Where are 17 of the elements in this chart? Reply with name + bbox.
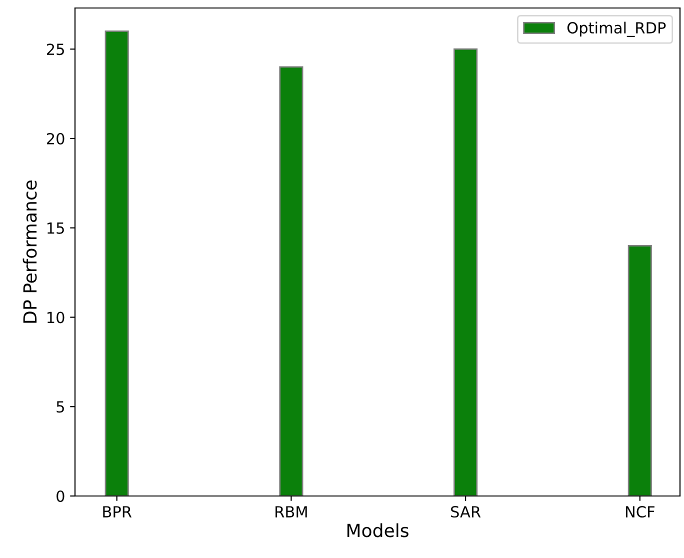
y-tick-label: 0 <box>56 490 64 502</box>
y-tick-label: 10 <box>48 312 64 324</box>
y-tick-label: 20 <box>46 132 64 145</box>
x-tick-label: RBM <box>276 506 307 518</box>
y-tick-label: 25 <box>46 44 64 56</box>
bar <box>628 245 652 496</box>
y-axis-title: DP Performance <box>22 180 37 323</box>
bar <box>279 66 304 496</box>
x-axis-title: Models <box>347 523 408 538</box>
x-tick-label: BPR <box>103 506 132 518</box>
x-tick-label: SAR <box>451 506 481 518</box>
bar <box>104 30 129 496</box>
bar <box>454 48 478 496</box>
y-tick-label: 15 <box>48 222 64 234</box>
y-tick-label: 5 <box>56 401 64 413</box>
legend-label: Optimal_RDP <box>567 22 666 37</box>
x-tick-label: NCF <box>626 506 654 518</box>
